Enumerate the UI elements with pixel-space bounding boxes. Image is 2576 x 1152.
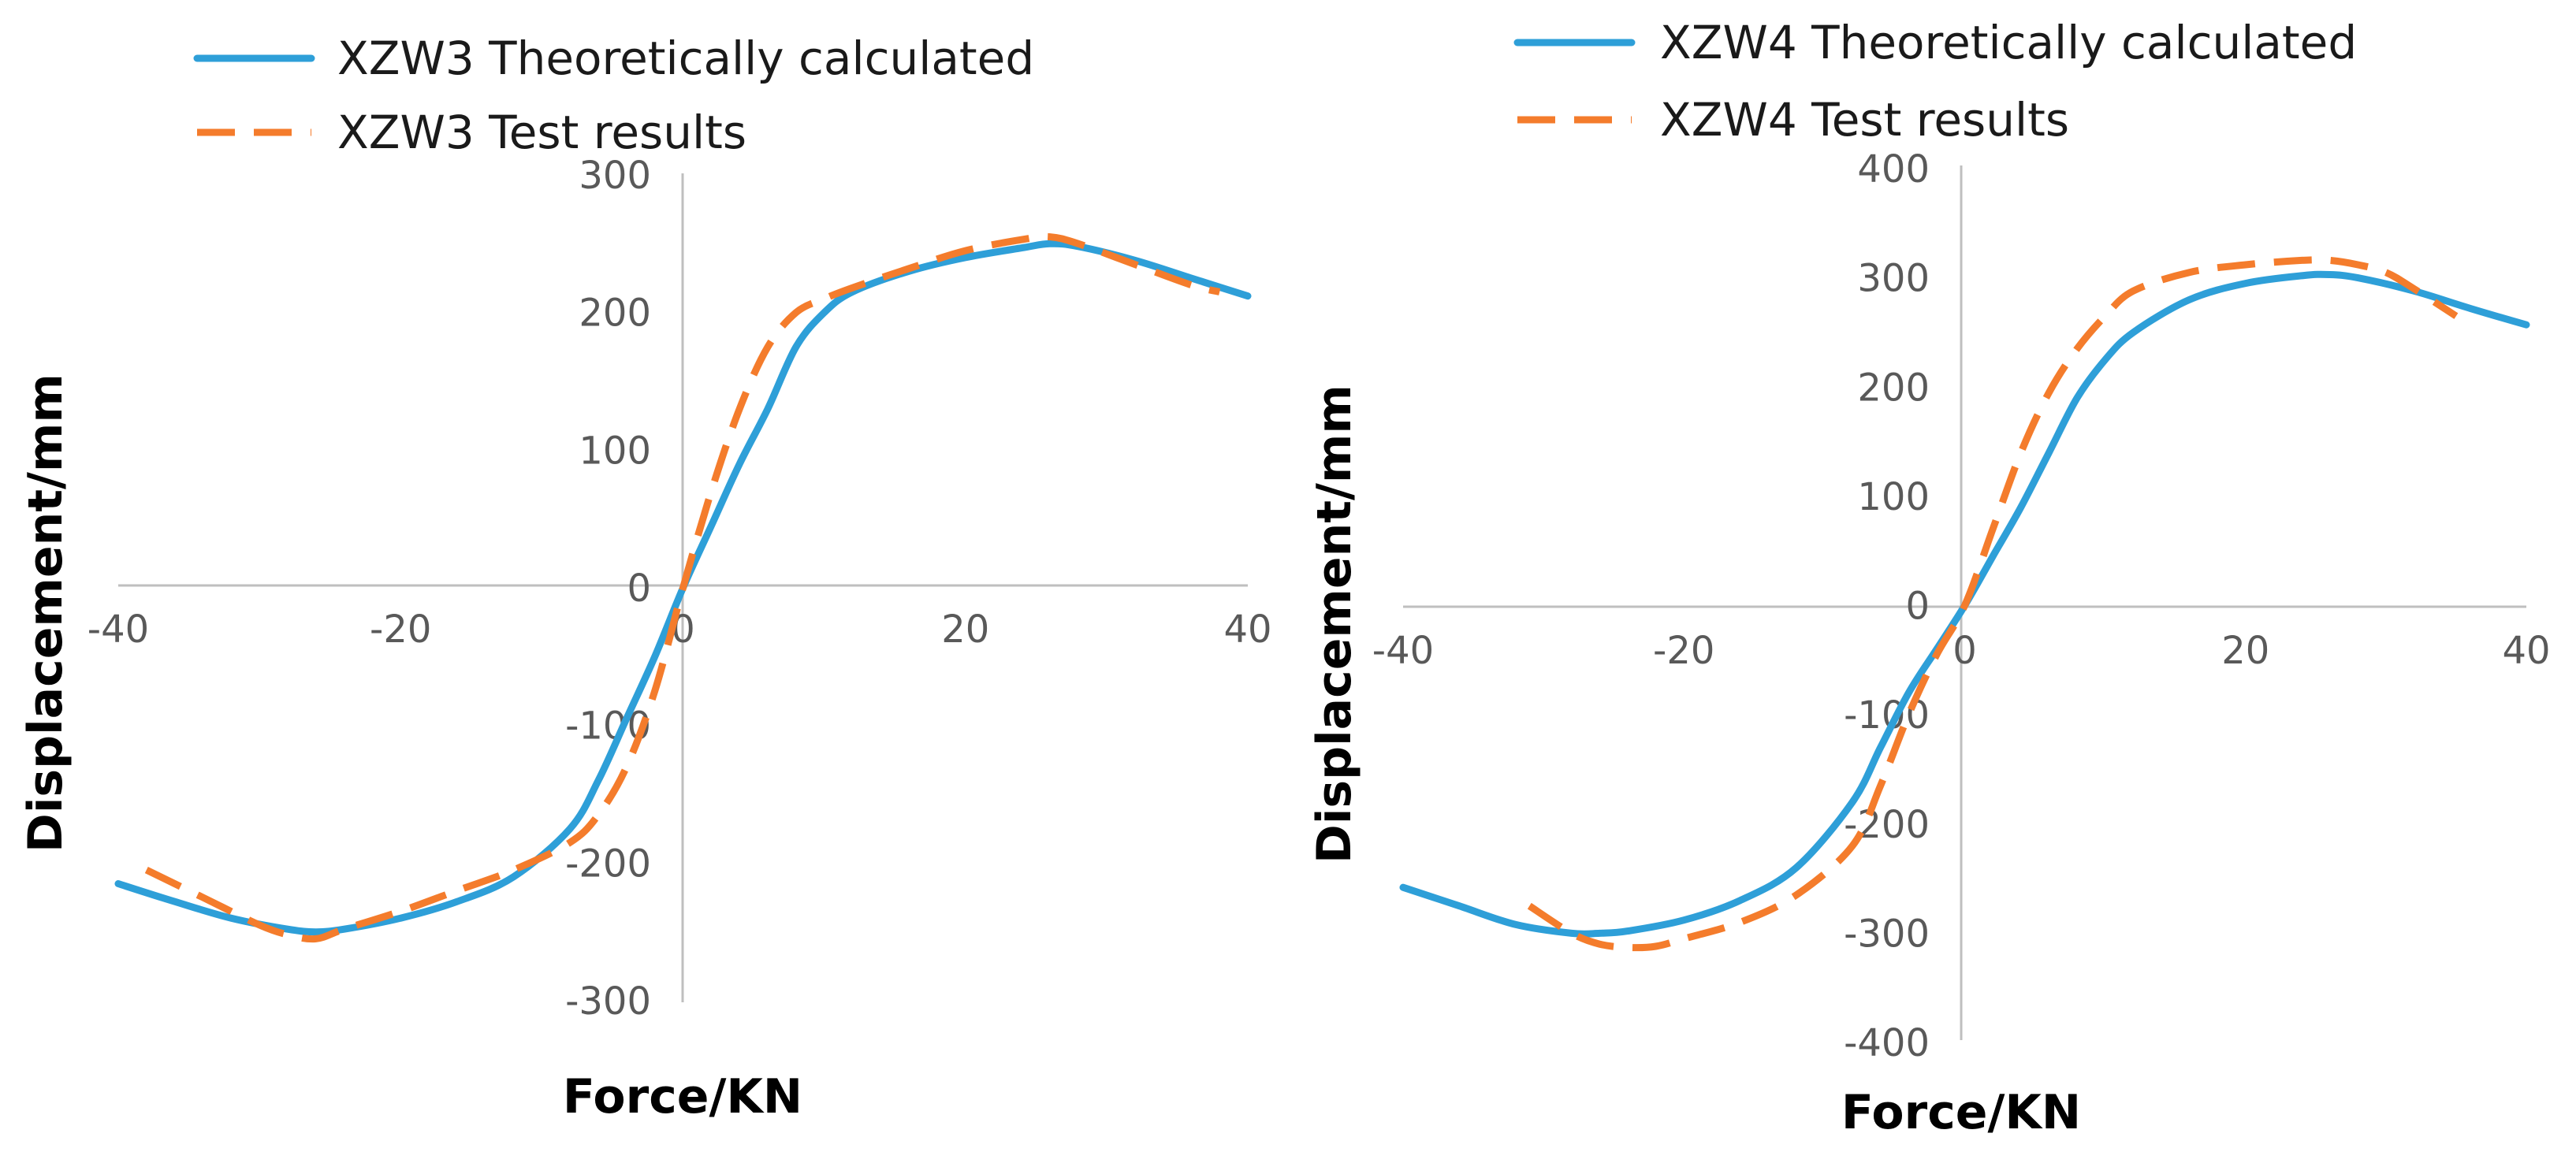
x-tick-label-right: 20 bbox=[2221, 629, 2269, 673]
x-tick-label-right: 40 bbox=[2502, 629, 2550, 673]
x-tick-label-left: -40 bbox=[87, 608, 149, 652]
y-tick-label-left: -200 bbox=[565, 842, 651, 886]
legend-label-left-theoretical: XZW3 Theoretically calculated bbox=[337, 32, 1034, 85]
y-tick-label-right: -300 bbox=[1844, 912, 1930, 956]
y-tick-label-right: 0 bbox=[1905, 585, 1930, 629]
x-tick-label-left: -20 bbox=[370, 608, 431, 652]
y-tick-label-right: 200 bbox=[1857, 366, 1930, 410]
x-tick-label-left: 40 bbox=[1223, 608, 1271, 652]
y-tick-label-left: 200 bbox=[579, 292, 651, 336]
y-tick-label-left: 0 bbox=[627, 567, 651, 611]
legend-right: XZW4 Theoretically calculated XZW4 Test … bbox=[1513, 16, 2357, 147]
x-tick-labels-left: -40 -20 0 20 40 bbox=[87, 608, 1272, 652]
chart-left: XZW3 Theoretically calculated XZW3 Test … bbox=[18, 32, 1272, 1124]
y-axis-title-left: Displacement/mm bbox=[18, 373, 73, 853]
y-tick-label-left: 300 bbox=[579, 154, 651, 198]
y-axis-title-right: Displacement/mm bbox=[1307, 385, 1362, 864]
x-tick-label-right: 0 bbox=[1952, 629, 1977, 673]
legend-label-right-test: XZW4 Test results bbox=[1660, 93, 2069, 147]
x-axis-title-left: Force/KN bbox=[563, 1069, 802, 1124]
x-tick-labels-right: -40 -20 0 20 40 bbox=[1372, 629, 2551, 673]
x-tick-label-right: -40 bbox=[1372, 629, 1434, 673]
x-tick-label-right: -20 bbox=[1653, 629, 1714, 673]
y-tick-label-left: 100 bbox=[579, 429, 651, 473]
chart-right: XZW4 Theoretically calculated XZW4 Test … bbox=[1307, 16, 2551, 1140]
x-tick-label-left: 20 bbox=[941, 608, 989, 652]
y-tick-label-right: -400 bbox=[1844, 1021, 1930, 1065]
legend-left: XZW3 Theoretically calculated XZW3 Test … bbox=[193, 32, 1034, 159]
y-tick-label-right: 400 bbox=[1857, 147, 1930, 191]
x-axis-title-right: Force/KN bbox=[1841, 1085, 2081, 1140]
y-tick-label-right: 100 bbox=[1857, 475, 1930, 519]
y-tick-label-right: 300 bbox=[1857, 257, 1930, 301]
y-tick-label-left: -300 bbox=[565, 979, 651, 1024]
series-line-left-test bbox=[144, 232, 1221, 943]
legend-label-right-theoretical: XZW4 Theoretically calculated bbox=[1660, 16, 2357, 69]
legend-label-left-test: XZW3 Test results bbox=[337, 106, 746, 159]
series-line-right-test bbox=[1527, 256, 2459, 952]
